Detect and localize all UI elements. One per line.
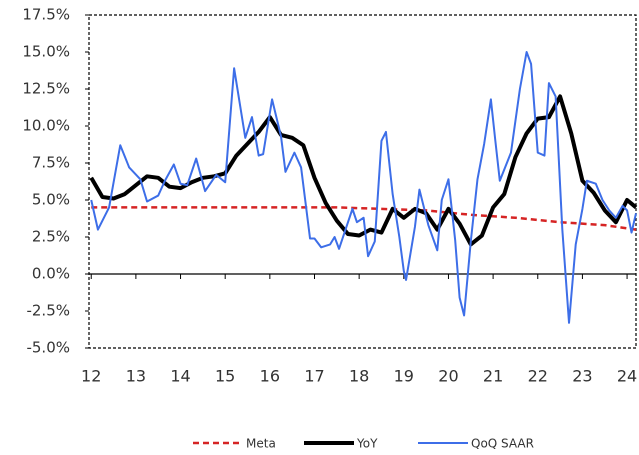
y-tick-label: -5.0% (26, 339, 70, 357)
x-tick-label: 12 (81, 367, 101, 386)
x-tick-label: 17 (304, 367, 324, 386)
y-tick-label: 12.5% (22, 80, 70, 98)
legend-label: Meta (246, 437, 276, 451)
x-tick-label: 21 (483, 367, 503, 386)
series-line (91, 206, 637, 231)
x-tick-label: 19 (394, 367, 414, 386)
x-tick-label: 15 (215, 367, 235, 386)
legend-label: QoQ SAAR (471, 437, 534, 451)
x-tick-label: 14 (170, 367, 190, 386)
y-tick-label: 2.5% (32, 228, 70, 246)
y-tick-label: 7.5% (32, 154, 70, 172)
y-tick-label: 5.0% (32, 191, 70, 209)
x-tick-label: 20 (438, 367, 458, 386)
x-tick-label: 13 (126, 367, 146, 386)
y-tick-label: 17.5% (22, 6, 70, 24)
series-line (90, 51, 637, 324)
y-tick-label: 10.0% (22, 117, 70, 135)
y-tick-label: 0.0% (32, 265, 70, 283)
x-tick-label: 22 (528, 367, 548, 386)
x-tick-label: 23 (572, 367, 592, 386)
x-tick-label: 24 (617, 367, 637, 386)
y-tick-label: 15.0% (22, 43, 70, 61)
x-tick-label: 16 (260, 367, 280, 386)
x-tick-label: 18 (349, 367, 369, 386)
legend-label: YoY (356, 437, 378, 451)
y-tick-label: -2.5% (26, 302, 70, 320)
plot-border (88, 14, 637, 349)
